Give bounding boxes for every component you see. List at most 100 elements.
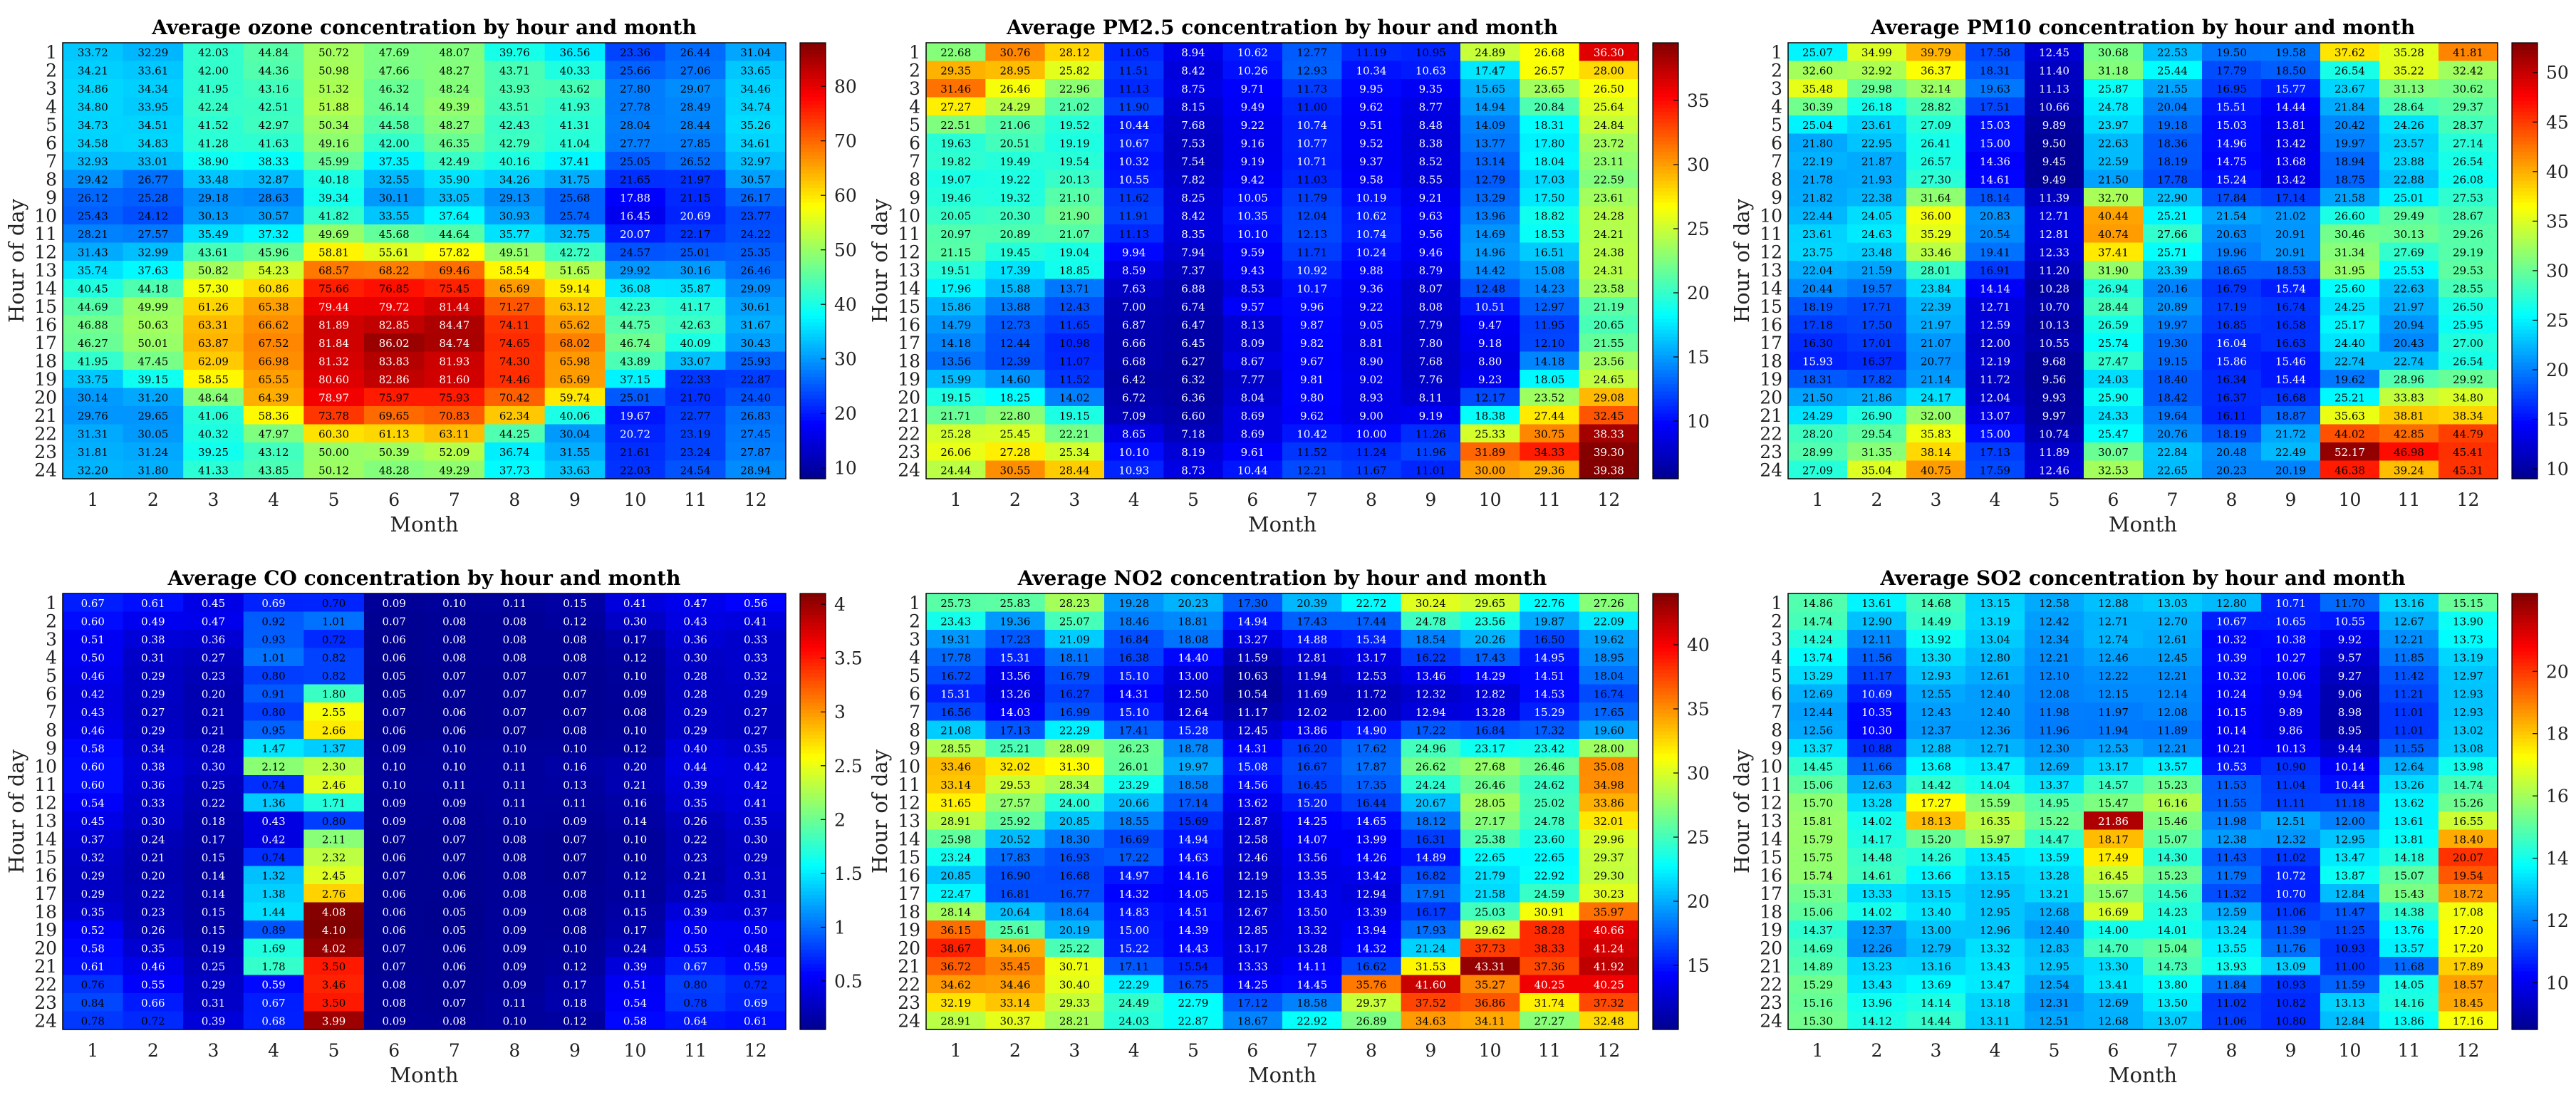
- cell-value-label: 21.55: [2157, 83, 2188, 95]
- colorbar-segment: [2512, 79, 2538, 83]
- colorbar-segment: [2512, 844, 2538, 849]
- colorbar-segment: [800, 651, 826, 656]
- cell-value-label: 32.53: [2098, 464, 2129, 477]
- cell-value-label: 0.45: [202, 597, 225, 610]
- cell-value-label: 0.74: [261, 851, 285, 864]
- cell-value-label: 29.42: [78, 173, 108, 186]
- x-tick-label: 12: [1597, 489, 1620, 510]
- heatmap-cell: [303, 61, 365, 80]
- cell-value-label: 15.03: [2216, 119, 2247, 132]
- cell-value-label: 22.65: [1534, 851, 1565, 864]
- heatmap-cell: [63, 279, 123, 298]
- colorbar-segment: [1653, 1011, 1678, 1016]
- heatmap-cell: [424, 43, 485, 61]
- cell-value-label: 14.39: [1178, 924, 1209, 937]
- cell-value-label: 13.19: [2453, 651, 2483, 664]
- cell-value-label: 11.00: [2334, 960, 2365, 973]
- colorbar-segment: [2512, 256, 2538, 261]
- cell-value-label: 14.42: [1921, 779, 1951, 792]
- colorbar-segment: [1653, 985, 1678, 990]
- colorbar-tick-label: 30: [1687, 763, 1710, 784]
- colorbar-segment: [1653, 1022, 1678, 1027]
- colorbar-segment: [1653, 858, 1678, 863]
- colorbar-segment: [1653, 710, 1678, 714]
- heatmap-cell: [243, 406, 304, 425]
- cell-value-label: 24.00: [1059, 797, 1090, 809]
- heatmap-cell: [363, 315, 425, 334]
- x-tick-label: 12: [744, 1040, 767, 1061]
- cell-value-label: 0.06: [442, 960, 466, 973]
- colorbar-segment: [2512, 648, 2538, 653]
- cell-value-label: 1.47: [261, 742, 285, 755]
- cell-value-label: 9.44: [2338, 742, 2362, 755]
- colorbar-segment: [1653, 184, 1678, 189]
- cell-value-label: 0.39: [202, 1015, 225, 1027]
- cell-value-label: 34.99: [1861, 46, 1892, 59]
- colorbar-segment: [2512, 906, 2538, 911]
- cell-value-label: 18.04: [1594, 670, 1624, 683]
- cell-value-label: 0.08: [442, 1015, 466, 1027]
- cell-value-label: 32.92: [1861, 64, 1892, 77]
- colorbar-segment: [1653, 348, 1678, 353]
- colorbar-tick-label: 10: [1687, 411, 1710, 432]
- cell-value-label: 0.29: [81, 869, 105, 882]
- cell-value-label: 9.06: [2338, 688, 2362, 700]
- cell-value-label: 0.06: [383, 924, 406, 937]
- colorbar-segment: [1653, 724, 1678, 729]
- cell-value-label: 0.07: [563, 833, 586, 846]
- x-tick-label: 1: [1812, 1040, 1824, 1061]
- colorbar-tick-label: 20: [834, 403, 857, 424]
- cell-value-label: 29.13: [499, 192, 530, 204]
- cell-value-label: 25.03: [1475, 906, 1505, 918]
- cell-value-label: 12.70: [2157, 615, 2188, 628]
- colorbar-segment: [1653, 731, 1678, 736]
- cell-value-label: 10.55: [2039, 337, 2069, 350]
- colorbar-segment: [2512, 388, 2538, 393]
- colorbar-segment: [800, 202, 826, 207]
- colorbar-segment: [800, 739, 826, 743]
- cell-value-label: 11.69: [1297, 688, 1327, 700]
- heatmap-cell: [665, 388, 726, 407]
- heatmap-cell: [484, 460, 546, 479]
- cell-value-label: 2.55: [322, 706, 346, 719]
- cell-value-label: 24.78: [1416, 615, 1446, 628]
- heatmap-cell: [484, 97, 546, 116]
- cell-value-label: 14.89: [1416, 851, 1446, 864]
- colorbar-segment: [1653, 742, 1678, 747]
- colorbar-segment: [1653, 866, 1678, 871]
- cell-value-label: 12.43: [1921, 706, 1951, 719]
- heatmap-cell: [424, 424, 485, 443]
- cell-value-label: 19.15: [2157, 355, 2188, 368]
- colorbar-segment: [800, 916, 826, 921]
- cell-value-label: 24.54: [680, 464, 711, 477]
- x-axis-label: Month: [2109, 1063, 2177, 1087]
- cell-value-label: 37.52: [1416, 997, 1446, 1010]
- colorbar-segment: [800, 938, 826, 943]
- colorbar-segment: [1653, 130, 1678, 135]
- colorbar-segment: [1653, 764, 1678, 769]
- cell-value-label: 40.33: [559, 64, 590, 77]
- x-tick-label: 7: [2167, 1040, 2178, 1061]
- colorbar-segment: [2512, 398, 2538, 403]
- heatmap-cell: [424, 442, 485, 461]
- colorbar-segment: [800, 453, 826, 457]
- cell-value-label: 9.93: [2042, 391, 2066, 404]
- colorbar-segment: [2512, 742, 2538, 747]
- cell-value-label: 15.22: [1118, 942, 1149, 955]
- cell-value-label: 31.53: [1416, 960, 1446, 973]
- colorbar-segment: [2512, 391, 2538, 396]
- colorbar-segment: [800, 688, 826, 692]
- cell-value-label: 81.89: [318, 318, 349, 331]
- colorbar-segment: [800, 388, 826, 393]
- cell-value-label: 0.10: [442, 597, 466, 610]
- cell-value-label: 14.74: [1802, 615, 1833, 628]
- cell-value-label: 25.21: [1000, 742, 1031, 755]
- cell-value-label: 0.15: [202, 924, 225, 937]
- cell-value-label: 38.33: [259, 155, 289, 168]
- colorbar-segment: [2512, 928, 2538, 932]
- cell-value-label: 26.54: [2334, 64, 2365, 77]
- cell-value-label: 12.93: [2453, 706, 2483, 719]
- cell-value-label: 11.19: [1356, 46, 1387, 59]
- cell-value-label: 35.76: [1356, 978, 1387, 991]
- colorbar-segment: [1653, 246, 1678, 251]
